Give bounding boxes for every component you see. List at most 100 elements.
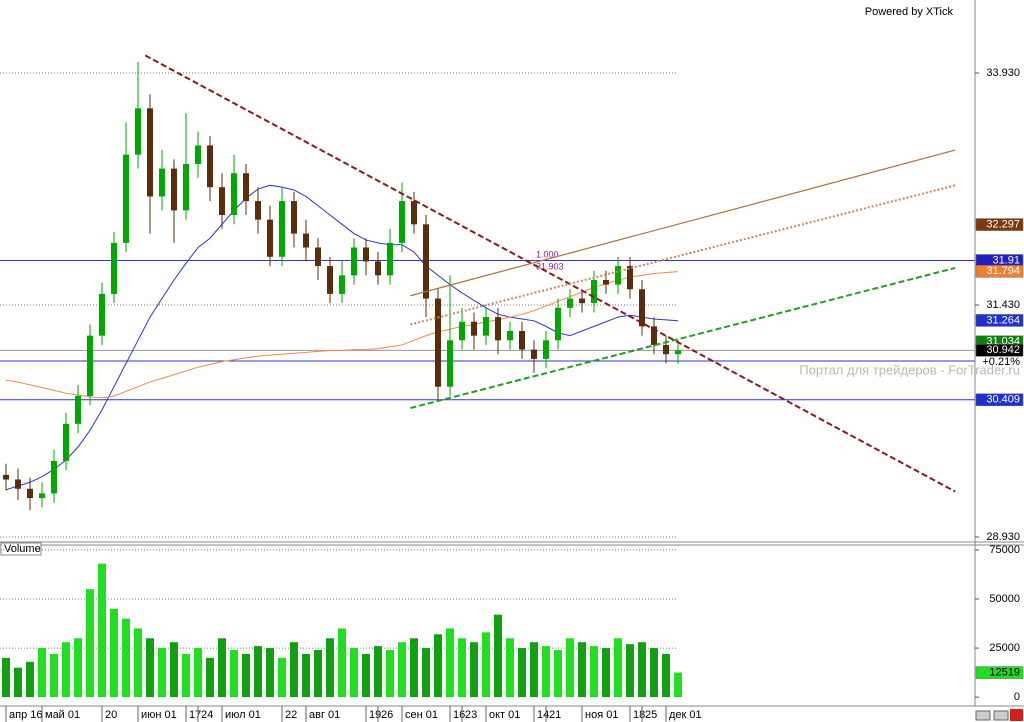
candle-body — [87, 335, 93, 396]
volume-bar — [62, 642, 70, 698]
y-tick-label: 75000 — [989, 544, 1020, 556]
candle-body — [3, 474, 9, 480]
pane-title: Volume — [4, 543, 41, 555]
candle-body — [255, 201, 261, 220]
x-tick-label: ноя 01 — [585, 709, 618, 721]
x-tick-label: 14 — [537, 709, 549, 721]
candle-body — [519, 331, 525, 350]
price-tag: 32.297 — [986, 218, 1020, 230]
candle-body — [471, 321, 477, 336]
toolbar-icon[interactable] — [975, 710, 991, 721]
volume-bar — [206, 657, 214, 698]
volume-bar — [662, 653, 670, 698]
x-tick-label: 16 — [453, 709, 465, 721]
volume-bar — [50, 653, 58, 698]
x-tick-label: 22 — [285, 709, 297, 721]
volume-bar — [110, 608, 118, 698]
volume-bar — [170, 642, 178, 698]
candle-body — [111, 242, 117, 294]
candle-body — [423, 224, 429, 299]
candle-body — [75, 395, 81, 424]
volume-bar — [290, 642, 298, 698]
y-tick-label: 50000 — [989, 593, 1020, 605]
candle-body — [411, 201, 417, 225]
price-tag: 30.409 — [986, 394, 1020, 406]
x-tick-label: сен 01 — [405, 709, 438, 721]
volume-bar — [194, 648, 202, 698]
trendline — [410, 266, 956, 410]
price-tag-box — [975, 218, 1024, 231]
volume-bar — [602, 648, 610, 698]
volume-bar — [470, 642, 478, 698]
volume-bar — [590, 646, 598, 698]
volume-bar — [494, 614, 502, 698]
price-tag: 31.794 — [986, 265, 1020, 277]
volume-bar — [578, 642, 586, 698]
volume-bar — [530, 642, 538, 698]
candle-body — [123, 154, 129, 243]
x-tick-label: 19 — [369, 709, 381, 721]
volume-bar — [98, 563, 106, 698]
y-tick-label: 0 — [1014, 691, 1020, 703]
candle-body — [39, 493, 45, 499]
volume-bar — [650, 648, 658, 698]
candle-body — [267, 219, 273, 257]
candle-body — [183, 163, 189, 211]
pane-title-box — [0, 542, 42, 556]
candle-body — [351, 247, 357, 276]
candle-body — [207, 145, 213, 188]
volume-bar — [374, 646, 382, 698]
y-tick-label: 33.930 — [986, 67, 1020, 79]
volume-bar — [566, 638, 574, 698]
volume-bar — [74, 638, 82, 698]
x-tick-label: июл 01 — [225, 709, 261, 721]
volume-bar — [158, 648, 166, 698]
volume-bar — [410, 638, 418, 698]
candle-body — [303, 233, 309, 248]
volume-bar — [398, 642, 406, 698]
candle-body — [327, 266, 333, 294]
candle-body — [315, 247, 321, 267]
x-tick-label: 20 — [105, 709, 117, 721]
candle-body — [651, 326, 657, 345]
candle-body — [375, 261, 381, 276]
candle-body — [27, 488, 33, 499]
candle-body — [99, 293, 105, 336]
candle-body — [495, 317, 501, 341]
toolbar-icon[interactable] — [993, 710, 1009, 721]
volume-bar — [386, 650, 394, 698]
volume-tag: 12519 — [989, 666, 1020, 678]
candle-body — [507, 331, 513, 341]
volume-bar — [2, 657, 10, 698]
x-tick-label: 26 — [381, 709, 393, 721]
price-tag: 31.91 — [992, 254, 1020, 266]
volume-bar — [614, 638, 622, 698]
x-tick-label: июн 01 — [141, 709, 177, 721]
volume-bar — [554, 650, 562, 698]
candle-body — [399, 201, 405, 243]
x-tick-label: апр 16 — [9, 709, 42, 721]
price-tag-box — [975, 393, 1024, 407]
candle-body — [663, 344, 669, 355]
toolbar-icon[interactable] — [1010, 709, 1023, 721]
candle-body — [639, 289, 645, 327]
x-tick-label: 23 — [465, 709, 477, 721]
last-price-tag: 30.942 — [986, 344, 1020, 356]
candle-body — [447, 340, 453, 387]
candle-body — [531, 349, 537, 359]
candle-body — [243, 173, 249, 202]
x-tick-label: 25 — [645, 709, 657, 721]
volume-bar — [314, 650, 322, 698]
moving-average — [5, 184, 679, 491]
candle-body — [147, 108, 153, 197]
volume-bar — [218, 638, 226, 698]
candle-body — [363, 247, 369, 262]
volume-bar — [638, 642, 646, 698]
candle-body — [567, 298, 573, 308]
volume-bar — [302, 653, 310, 698]
volume-bar — [146, 638, 154, 698]
moving-average — [5, 271, 679, 399]
volume-bar — [350, 648, 358, 698]
candle-body — [387, 242, 393, 276]
trendline — [144, 54, 956, 493]
